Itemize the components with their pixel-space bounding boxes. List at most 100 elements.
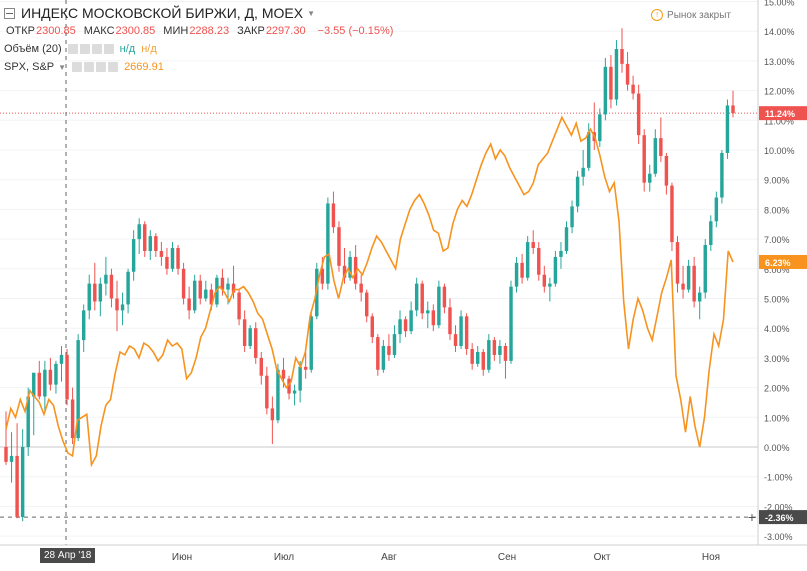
candle-body <box>620 49 624 64</box>
settings-icon[interactable] <box>79 44 90 54</box>
volume-label[interactable]: Объём (20) <box>4 43 62 55</box>
candle-body <box>192 280 197 311</box>
candle-body <box>98 283 103 302</box>
candle-body <box>370 316 374 338</box>
candle-body <box>603 66 608 115</box>
candle-body <box>387 346 391 355</box>
candle-body <box>76 340 80 439</box>
close-icon[interactable] <box>108 62 119 72</box>
y-tick-label: 12.00% <box>764 87 795 97</box>
symbol-row: ИНДЕКС МОСКОВСКОЙ БИРЖИ, Д, MOEX ▼ <box>4 4 399 22</box>
x-tick-label: Июн <box>172 552 192 563</box>
candle-body <box>93 283 97 302</box>
candle-body <box>326 203 330 284</box>
open-label: ОТКР <box>6 25 36 37</box>
chevron-down-icon[interactable]: ▼ <box>58 62 67 72</box>
candle-body <box>270 408 275 421</box>
candle-body <box>248 328 252 347</box>
candle-body <box>309 316 313 370</box>
y-tick-label: 15.00% <box>764 0 795 8</box>
collapse-legend-icon[interactable] <box>4 7 15 19</box>
clock-icon: ! <box>651 9 664 21</box>
y-tick-label: 5.00% <box>764 295 790 305</box>
compare-row: SPX, S&P ▼ 2669.91 <box>4 58 399 76</box>
more-icon[interactable] <box>96 62 107 72</box>
candle-body <box>503 346 508 361</box>
candle-body <box>65 354 69 400</box>
candle-body <box>464 316 469 349</box>
candlestick-series <box>4 28 735 522</box>
candle-body <box>165 256 169 269</box>
time-axis-background[interactable] <box>0 545 807 571</box>
candle-body <box>287 378 291 394</box>
candle-body <box>254 328 258 358</box>
y-tick-label: 11.00% <box>764 116 794 126</box>
main-price-badge: 11.24% <box>765 109 795 119</box>
eye-icon[interactable] <box>72 62 83 72</box>
candle-body <box>398 319 402 335</box>
candle-body <box>209 289 214 305</box>
compare-label[interactable]: SPX, S&P <box>4 61 55 73</box>
candle-body <box>43 369 47 397</box>
candle-body <box>564 227 569 251</box>
compare-value: 2669.91 <box>124 61 164 73</box>
candle-body <box>353 256 358 284</box>
x-tick-label: Авг <box>381 552 397 563</box>
low-label: МИН <box>163 25 189 37</box>
candle-body <box>598 114 602 142</box>
candle-body <box>520 262 524 278</box>
candle-body <box>348 256 352 278</box>
crosshair-date-badge: 28 Апр '18 <box>40 548 96 563</box>
candle-body <box>48 369 53 385</box>
x-tick-label: Ноя <box>702 552 720 563</box>
candle-body <box>487 340 491 370</box>
candle-body <box>509 286 513 361</box>
candle-body <box>692 265 696 302</box>
candle-body <box>498 346 502 355</box>
volume-value-2: н/д <box>141 43 157 55</box>
compare-price-badge-bg <box>759 254 807 269</box>
candle-body <box>586 132 591 168</box>
x-axis-ticks: Июн Июл Авг Сен Окт Ноя <box>172 552 720 563</box>
candle-body <box>470 348 474 364</box>
add-plus-icon[interactable]: + <box>747 509 757 525</box>
close-icon[interactable] <box>103 44 114 54</box>
candle-body <box>636 93 641 136</box>
candle-body <box>614 49 619 100</box>
candle-body <box>187 298 191 311</box>
candle-body <box>4 447 8 462</box>
eye-icon[interactable] <box>67 44 78 54</box>
high-value: 2300.85 <box>115 25 156 37</box>
y-tick-label: 4.00% <box>764 324 790 334</box>
candle-body <box>320 268 325 284</box>
candle-body <box>9 455 14 462</box>
candle-body <box>231 283 236 293</box>
symbol-title[interactable]: ИНДЕКС МОСКОВСКОЙ БИРЖИ, Д, MOEX <box>21 5 304 21</box>
candle-body <box>120 304 125 311</box>
spx-compare-line <box>5 115 734 468</box>
more-icon[interactable] <box>91 44 102 54</box>
candle-body <box>697 292 702 302</box>
candle-body <box>81 310 86 341</box>
candle-body <box>176 248 180 269</box>
price-badges: 11.24% 6.23% -2.36% <box>759 106 807 525</box>
candle-body <box>54 363 58 385</box>
legend-panel: ИНДЕКС МОСКОВСКОЙ БИРЖИ, Д, MOEX ▼ ОТКР … <box>4 4 399 76</box>
candle-body <box>148 236 153 251</box>
candle-body <box>720 152 724 198</box>
candle-body <box>714 197 719 222</box>
candle-body <box>431 310 436 326</box>
candle-body <box>220 277 225 290</box>
price-axis-background[interactable] <box>758 0 807 545</box>
candle-body <box>198 280 202 299</box>
candle-body <box>481 351 485 370</box>
candle-body <box>420 283 424 314</box>
candle-body <box>303 366 308 370</box>
y-tick-label: -3.00% <box>764 532 793 542</box>
candle-body <box>525 242 530 278</box>
chevron-down-icon[interactable]: ▼ <box>307 8 315 18</box>
candle-body <box>659 138 663 156</box>
y-tick-label: 7.00% <box>764 235 790 245</box>
settings-icon[interactable] <box>84 62 95 72</box>
